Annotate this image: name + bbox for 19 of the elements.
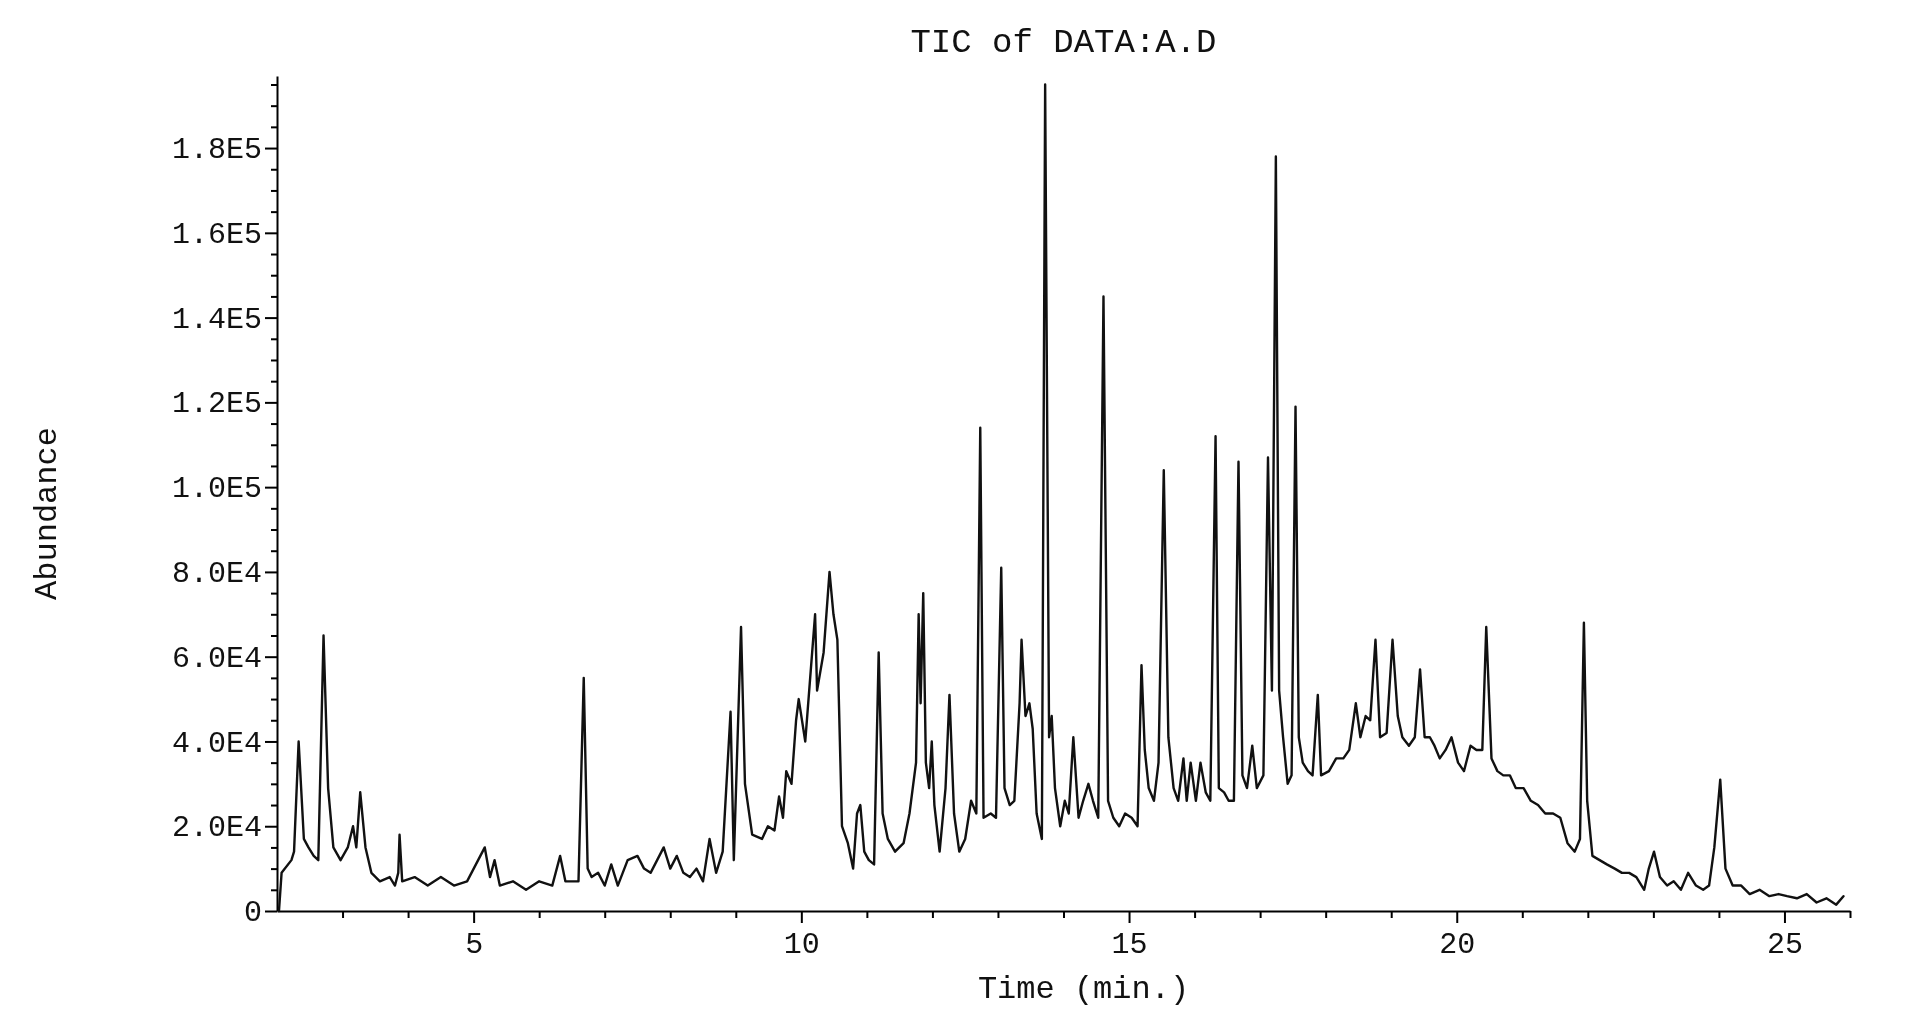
- x-tick-label: 10: [783, 928, 820, 962]
- x-tick-label: 25: [1766, 928, 1803, 962]
- y-tick-label: 6.0E4: [171, 641, 262, 676]
- chart-title: TIC of DATA:A.D: [910, 24, 1217, 62]
- y-tick-label: 1.8E5: [171, 133, 262, 168]
- x-tick-label: 5: [465, 928, 484, 962]
- x-tick-label: 20: [1439, 928, 1476, 962]
- y-tick-label: 1.2E5: [171, 387, 262, 422]
- y-tick-label: 1.6E5: [171, 217, 262, 252]
- y-tick-label: 1.0E5: [171, 472, 262, 507]
- y-tick-label: 4.0E4: [171, 726, 262, 761]
- y-tick-label: 0: [243, 896, 262, 931]
- line-series: [277, 83, 1845, 913]
- y-tick-label: 8.0E4: [171, 557, 262, 592]
- y-axis-title: Abundance: [29, 427, 66, 600]
- x-tick-label: 15: [1111, 928, 1148, 962]
- y-tick-label: 2.0E4: [171, 811, 262, 846]
- x-axis-title: Time (min.): [977, 971, 1190, 1008]
- y-tick-label: 1.4E5: [171, 302, 262, 337]
